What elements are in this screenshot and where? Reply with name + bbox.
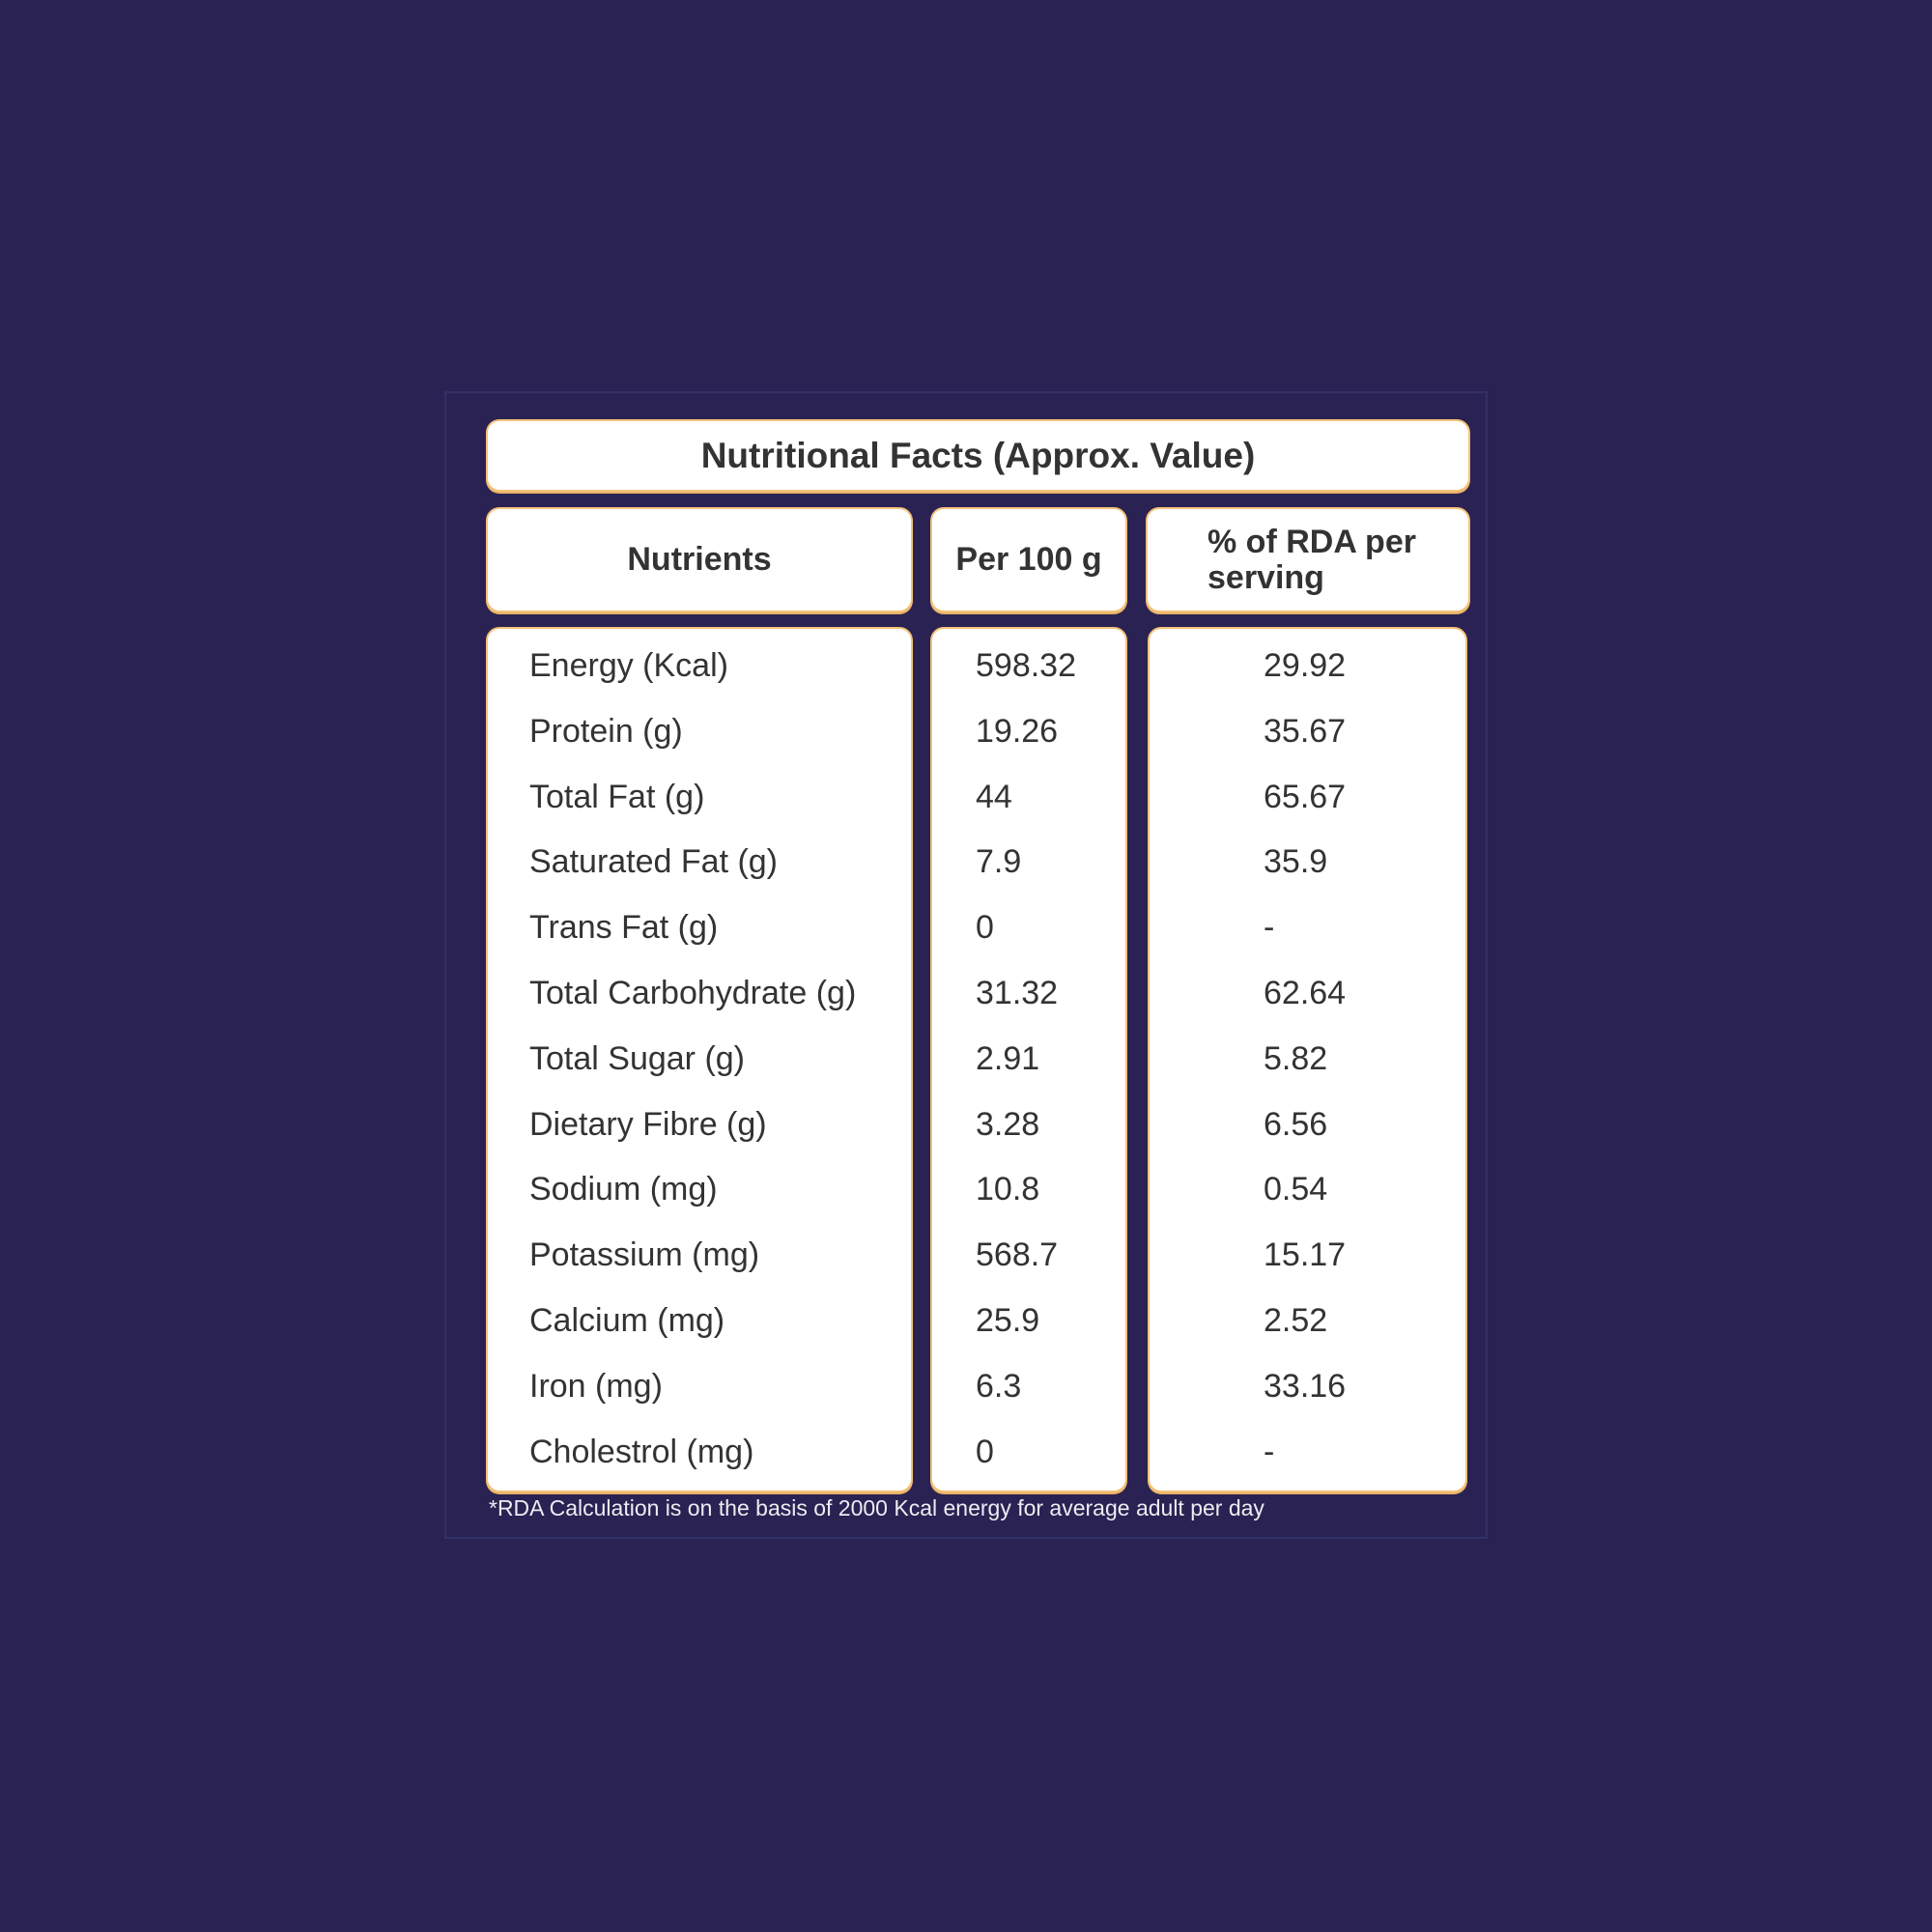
nutrient-cell: Total Sugar (g)	[529, 1039, 745, 1077]
per-100g-cell: 7.9	[976, 843, 1022, 881]
rda-cell: -	[1264, 1433, 1275, 1470]
nutrient-cell: Energy (Kcal)	[529, 647, 728, 684]
rda-cell: 5.82	[1264, 1039, 1328, 1077]
nutrient-cell: Total Carbohydrate (g)	[529, 975, 857, 1011]
per-100g-cell: 598.32	[976, 647, 1076, 684]
footnote: *RDA Calculation is on the basis of 2000…	[489, 1495, 1264, 1520]
per-100g-cell: 0	[976, 1433, 994, 1470]
rda-cell: 65.67	[1264, 778, 1347, 815]
per-100g-cell: 2.91	[976, 1039, 1040, 1077]
rda-column	[1148, 627, 1467, 1492]
rda-cell: 35.67	[1264, 712, 1347, 750]
per-100g-cell: 10.8	[976, 1171, 1040, 1208]
nutrient-cell: Iron (mg)	[529, 1367, 663, 1405]
header-per-100g: Per 100 g	[930, 507, 1127, 612]
nutrient-cell: Potassium (mg)	[529, 1236, 760, 1274]
per-100g-cell: 19.26	[976, 712, 1059, 750]
rda-cell: 6.56	[1264, 1105, 1328, 1143]
nutrition-panel	[444, 391, 1488, 1539]
per-100g-cell: 6.3	[976, 1367, 1022, 1405]
header-nutrients: Nutrients	[486, 507, 913, 612]
nutrient-cell: Total Fat (g)	[529, 778, 705, 815]
nutrient-cell: Cholestrol (mg)	[529, 1433, 754, 1470]
header-rda: % of RDA per serving	[1146, 507, 1470, 612]
rda-cell: 15.17	[1264, 1236, 1347, 1274]
rda-cell: 2.52	[1264, 1302, 1328, 1339]
per-100g-cell: 568.7	[976, 1236, 1059, 1274]
rda-cell: 35.9	[1264, 843, 1328, 881]
nutrient-cell: Trans Fat (g)	[529, 909, 719, 947]
per-100g-cell: 31.32	[976, 975, 1059, 1011]
nutrient-cell: Calcium (mg)	[529, 1302, 725, 1339]
nutrient-cell: Sodium (mg)	[529, 1171, 718, 1208]
rda-cell: 0.54	[1264, 1171, 1328, 1208]
nutrient-cell: Dietary Fibre (g)	[529, 1105, 767, 1143]
table-title: Nutritional Facts (Approx. Value)	[486, 419, 1470, 492]
nutrient-cell: Protein (g)	[529, 712, 683, 750]
per-100g-cell: 25.9	[976, 1302, 1040, 1339]
rda-cell: 33.16	[1264, 1367, 1347, 1405]
per-100g-cell: 3.28	[976, 1105, 1040, 1143]
per-100g-cell: 44	[976, 778, 1012, 815]
nutrient-cell: Saturated Fat (g)	[529, 843, 779, 881]
per-100g-column	[930, 627, 1127, 1492]
rda-cell: 62.64	[1264, 975, 1347, 1011]
per-100g-cell: 0	[976, 909, 994, 947]
rda-cell: -	[1264, 909, 1275, 947]
rda-cell: 29.92	[1264, 647, 1347, 684]
nutrients-column	[486, 627, 913, 1492]
